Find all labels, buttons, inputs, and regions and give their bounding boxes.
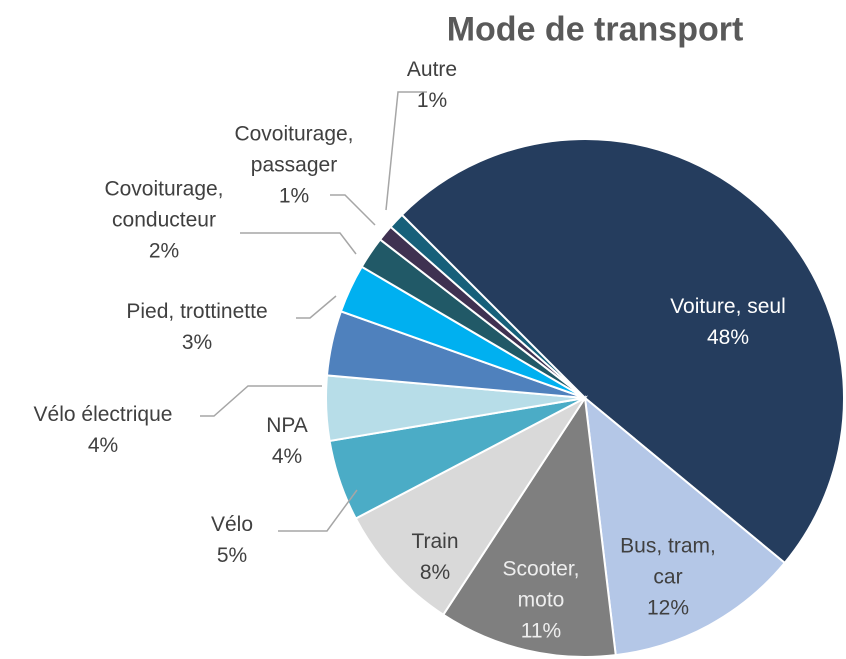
category-label: Autre bbox=[406, 58, 458, 81]
category-label: Vélo électrique bbox=[33, 403, 173, 426]
pie-slice bbox=[400, 138, 845, 565]
pie-slice bbox=[354, 395, 588, 617]
value-label: 3% bbox=[181, 331, 213, 354]
data-label: NPA 4% bbox=[247, 410, 327, 472]
category-label: Covoiturage, passager bbox=[234, 122, 354, 177]
data-label: Vélo 5% bbox=[187, 509, 277, 571]
value-label: 2% bbox=[148, 239, 180, 263]
category-label: Scooter, moto bbox=[502, 557, 580, 612]
category-label: NPA bbox=[266, 414, 308, 437]
data-label: Covoiturage, passager 1% bbox=[219, 119, 369, 212]
value-label: 48% bbox=[706, 326, 750, 349]
data-label: Autre 1% bbox=[392, 54, 472, 116]
data-label: Pied, trottinette 3% bbox=[87, 296, 307, 358]
leader-line bbox=[296, 295, 337, 319]
value-label: 1% bbox=[416, 89, 448, 112]
pie-slice bbox=[583, 395, 787, 657]
category-label: Voiture, seul bbox=[670, 295, 786, 318]
value-label: 4% bbox=[271, 445, 303, 468]
pie-slice bbox=[389, 213, 586, 399]
data-label: Voiture, seul 48% bbox=[643, 291, 813, 353]
value-label: 5% bbox=[216, 544, 248, 567]
data-label: Train 8% bbox=[390, 526, 480, 588]
chart-title: Mode de transport bbox=[446, 10, 744, 49]
value-label: 1% bbox=[278, 184, 310, 208]
leader-line bbox=[385, 91, 427, 211]
data-label: Vélo électrique 4% bbox=[0, 399, 208, 461]
data-label: Scooter, moto 11% bbox=[496, 554, 586, 647]
value-label: 12% bbox=[646, 596, 690, 620]
leader-line bbox=[330, 194, 376, 226]
category-label: Train bbox=[411, 530, 459, 553]
category-label: Covoiturage, conducteur bbox=[104, 177, 224, 232]
value-label: 4% bbox=[87, 434, 119, 457]
leader-line bbox=[278, 489, 358, 532]
data-label: Covoiturage, conducteur 2% bbox=[84, 174, 244, 267]
category-label: Bus, tram, car bbox=[620, 534, 716, 589]
pie-slice bbox=[441, 395, 617, 658]
category-label: Vélo bbox=[210, 513, 254, 536]
category-label: Pied, trottinette bbox=[126, 300, 268, 323]
data-label: Bus, tram, car 12% bbox=[613, 531, 723, 624]
leader-line bbox=[200, 385, 322, 417]
value-label: 8% bbox=[419, 561, 451, 584]
value-label: 11% bbox=[520, 619, 562, 643]
leader-line bbox=[240, 232, 357, 255]
